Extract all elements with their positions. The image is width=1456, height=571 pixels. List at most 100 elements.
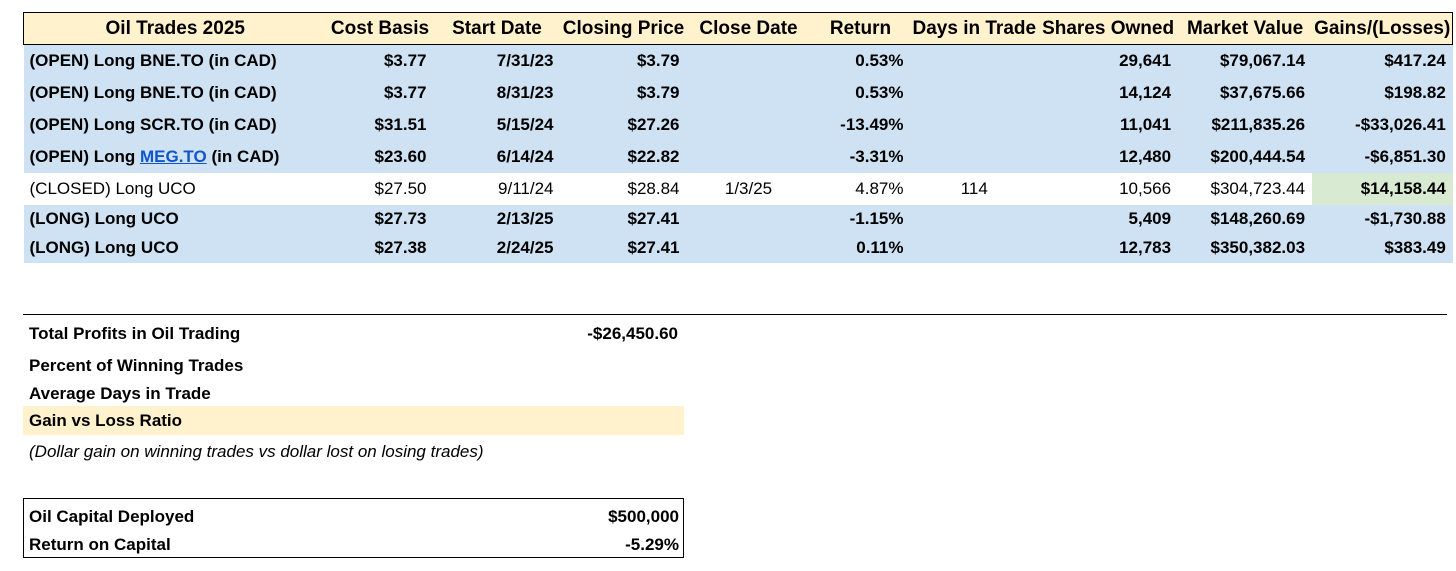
close-date-cell [686, 108, 811, 141]
close-date-cell [686, 76, 811, 109]
capital-summary-box: Oil Capital Deployed $500,000 Return on … [23, 498, 684, 558]
days-in-trade-cell [910, 76, 1039, 109]
table-row: (OPEN) Long MEG.TO (in CAD) $23.60 6/14/24… [23, 140, 1453, 173]
days-in-trade-cell [910, 108, 1039, 141]
header-gains-losses: Gains/(Losses) [1312, 12, 1454, 45]
close-date-cell: 1/3/25 [686, 172, 811, 205]
days-in-trade-cell [910, 204, 1039, 234]
table-row: (OPEN) Long BNE.TO (in CAD) $3.77 8/31/23 $… [23, 76, 1453, 109]
ticker-link[interactable]: MEG.TO [139, 146, 207, 166]
cost-basis-cell: $3.77 [326, 44, 434, 77]
gains-losses-cell: $14,158.44 [1312, 172, 1453, 205]
trade-name-cell: (LONG) Long UCO [23, 233, 327, 263]
closing-price-cell: $3.79 [560, 76, 687, 109]
total-profits-row: Total Profits in Oil Trading -$26,450.60 [23, 319, 684, 348]
closing-price-cell: $22.82 [560, 140, 687, 173]
average-days-row: Average Days in Trade [23, 379, 684, 408]
start-date-cell: 2/13/25 [433, 204, 561, 234]
gains-losses-cell: -$6,851.30 [1312, 140, 1453, 173]
market-value-cell: $350,382.03 [1178, 233, 1313, 263]
header-return: Return [810, 12, 911, 45]
table-row: (OPEN) Long SCR.TO (in CAD) $31.51 5/15/24… [23, 108, 1453, 141]
trade-name-text: (LONG) Long UCO [29, 238, 179, 257]
closing-price-cell: $28.84 [560, 172, 687, 205]
return-on-capital-value: -5.29% [625, 535, 679, 554]
gain-loss-ratio-label: Gain vs Loss Ratio [29, 411, 183, 430]
trade-name-cell: (OPEN) Long SCR.TO (in CAD) [23, 108, 327, 141]
days-in-trade-cell [910, 233, 1039, 263]
trade-name-cell: (LONG) Long UCO [23, 204, 327, 234]
total-profits-label: Total Profits in Oil Trading [29, 324, 241, 343]
shares-owned-cell: 5,409 [1038, 204, 1179, 234]
return-cell: 0.53% [810, 76, 911, 109]
shares-owned-cell: 10,566 [1038, 172, 1179, 205]
days-in-trade-cell: 114 [910, 172, 1039, 205]
header-closing-price: Closing Price [560, 12, 687, 45]
total-profits-value: -$26,450.60 [587, 324, 678, 343]
start-date-cell: 2/24/25 [433, 233, 561, 263]
trade-name-text: (OPEN) Long SCR.TO (in CAD) [29, 114, 277, 134]
oil-trades-table: Oil Trades 2025 Cost Basis Start Date Closi… [23, 12, 1454, 263]
header-days-in-trade: Days in Trade [910, 12, 1039, 45]
start-date-cell: 5/15/24 [433, 108, 561, 141]
gain-loss-ratio-row: Gain vs Loss Ratio [23, 406, 684, 435]
gains-losses-cell: -$1,730.88 [1312, 204, 1453, 234]
header-shares-owned: Shares Owned [1038, 12, 1179, 45]
trade-name-cell: (OPEN) Long BNE.TO (in CAD) [23, 76, 327, 109]
days-in-trade-cell [910, 44, 1039, 77]
days-in-trade-cell [910, 140, 1039, 173]
trade-name-cell: (CLOSED) Long UCO [23, 172, 327, 205]
table-row: (CLOSED) Long UCO $27.50 9/11/24 $28.84 1/3/… [23, 172, 1453, 205]
market-value-cell: $37,675.66 [1178, 76, 1313, 109]
shares-owned-cell: 29,641 [1038, 44, 1179, 77]
market-value-cell: $148,260.69 [1178, 204, 1313, 234]
shares-owned-cell: 11,041 [1038, 108, 1179, 141]
close-date-cell [686, 204, 811, 234]
cost-basis-cell: $27.73 [326, 204, 434, 234]
gains-losses-cell: $417.24 [1312, 44, 1453, 77]
trade-name-text: (OPEN) Long BNE.TO (in CAD) [29, 50, 277, 70]
cost-basis-cell: $23.60 [326, 140, 434, 173]
trade-name-text: (OPEN) Long [29, 146, 140, 166]
capital-deployed-row: Oil Capital Deployed $500,000 [24, 502, 683, 530]
summary-divider [23, 314, 1447, 315]
header-start-date: Start Date [433, 12, 561, 45]
closing-price-cell: $27.41 [560, 204, 687, 234]
shares-owned-cell: 14,124 [1038, 76, 1179, 109]
trade-name-text: (OPEN) Long BNE.TO (in CAD) [29, 82, 277, 102]
gain-loss-note: (Dollar gain on winning trades vs dollar… [29, 442, 484, 461]
cost-basis-cell: $27.50 [326, 172, 434, 205]
close-date-cell [686, 44, 811, 77]
closing-price-cell: $27.41 [560, 233, 687, 263]
close-date-cell [686, 140, 811, 173]
trade-name-suffix: (in CAD) [206, 146, 280, 166]
return-cell: -3.31% [810, 140, 911, 173]
table-header-row: Oil Trades 2025 Cost Basis Start Date Closi… [23, 12, 1454, 45]
closing-price-cell: $3.79 [560, 44, 687, 77]
return-cell: 0.11% [810, 233, 911, 263]
header-market-value: Market Value [1178, 12, 1313, 45]
return-cell: -13.49% [810, 108, 911, 141]
header-cost-basis: Cost Basis [326, 12, 434, 45]
header-close-date: Close Date [686, 12, 811, 45]
winning-trades-row: Percent of Winning Trades [23, 351, 684, 380]
return-cell: -1.15% [810, 204, 911, 234]
market-value-cell: $304,723.44 [1178, 172, 1313, 205]
start-date-cell: 7/31/23 [433, 44, 561, 77]
table-row: (LONG) Long UCO $27.38 2/24/25 $27.41 0.11% 1… [23, 233, 1453, 263]
header-title: Oil Trades 2025 [23, 12, 327, 45]
start-date-cell: 6/14/24 [433, 140, 561, 173]
shares-owned-cell: 12,783 [1038, 233, 1179, 263]
shares-owned-cell: 12,480 [1038, 140, 1179, 173]
capital-deployed-label: Oil Capital Deployed [29, 507, 195, 526]
capital-deployed-value: $500,000 [608, 507, 679, 526]
market-value-cell: $211,835.26 [1178, 108, 1313, 141]
return-cell: 4.87% [810, 172, 911, 205]
market-value-cell: $200,444.54 [1178, 140, 1313, 173]
table-body: (OPEN) Long BNE.TO (in CAD) $3.77 7/31/23 $… [23, 44, 1453, 263]
trade-name-text: (LONG) Long UCO [29, 209, 179, 228]
return-on-capital-label: Return on Capital [29, 535, 171, 554]
cost-basis-cell: $27.38 [326, 233, 434, 263]
cost-basis-cell: $3.77 [326, 76, 434, 109]
trade-name-cell: (OPEN) Long BNE.TO (in CAD) [23, 44, 327, 77]
